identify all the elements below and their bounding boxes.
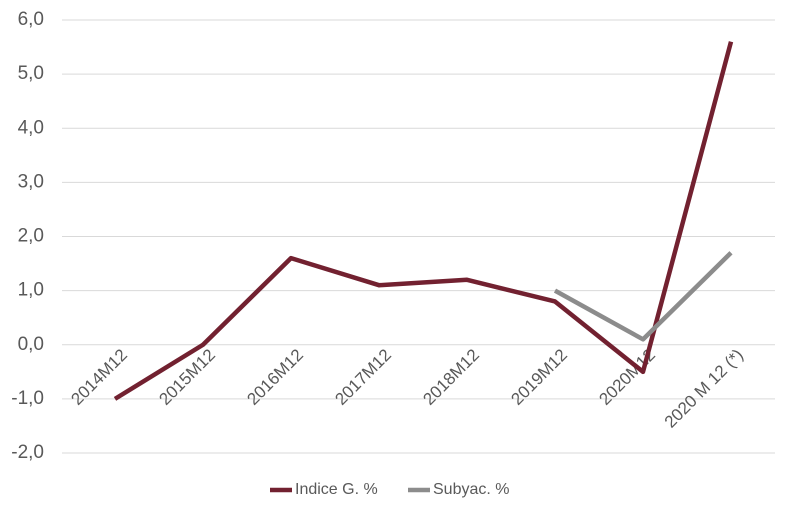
y-tick-label: -2,0 <box>11 442 44 463</box>
series-line <box>553 251 733 342</box>
legend-label: Subyac. % <box>433 481 509 498</box>
y-tick-label: 2,0 <box>18 226 44 247</box>
legend-item: Indice G. % <box>270 481 378 498</box>
legend-label: Indice G. % <box>295 481 378 498</box>
y-tick-label: 3,0 <box>18 171 44 192</box>
y-tick-label: 5,0 <box>18 63 44 84</box>
x-tick-label: 2020 M 12 (*) <box>661 345 747 431</box>
y-tick-label: 1,0 <box>18 280 44 301</box>
series-line <box>113 41 734 401</box>
y-tick-label: 6,0 <box>18 9 44 30</box>
legend-item: Subyac. % <box>408 481 509 498</box>
y-tick-label: 4,0 <box>18 117 44 138</box>
y-tick-label: 0,0 <box>18 334 44 355</box>
y-tick-label: -1,0 <box>11 388 44 409</box>
